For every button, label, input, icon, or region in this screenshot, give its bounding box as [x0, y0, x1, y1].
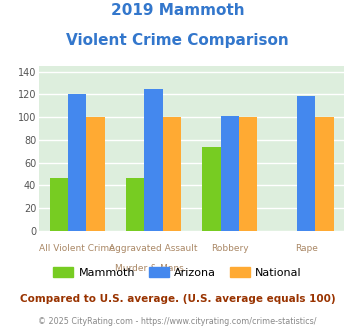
Bar: [315, 117, 334, 231]
Text: Robbery: Robbery: [211, 244, 248, 253]
Bar: [297, 96, 315, 231]
Bar: [144, 89, 163, 231]
Text: 2019 Mammoth: 2019 Mammoth: [111, 3, 244, 18]
Text: Rape: Rape: [295, 244, 318, 253]
Bar: [126, 178, 144, 231]
Text: Aggravated Assault: Aggravated Assault: [109, 244, 198, 253]
Text: Murder & Mans...: Murder & Mans...: [115, 264, 192, 273]
Bar: [202, 147, 221, 231]
Bar: [68, 94, 86, 231]
Text: All Violent Crime: All Violent Crime: [39, 244, 115, 253]
Bar: [163, 117, 181, 231]
Text: © 2025 CityRating.com - https://www.cityrating.com/crime-statistics/: © 2025 CityRating.com - https://www.city…: [38, 317, 317, 326]
Bar: [86, 117, 105, 231]
Bar: [239, 117, 257, 231]
Bar: [50, 178, 68, 231]
Text: Compared to U.S. average. (U.S. average equals 100): Compared to U.S. average. (U.S. average …: [20, 294, 335, 304]
Bar: [221, 116, 239, 231]
Text: Violent Crime Comparison: Violent Crime Comparison: [66, 33, 289, 48]
Legend: Mammoth, Arizona, National: Mammoth, Arizona, National: [49, 263, 306, 282]
